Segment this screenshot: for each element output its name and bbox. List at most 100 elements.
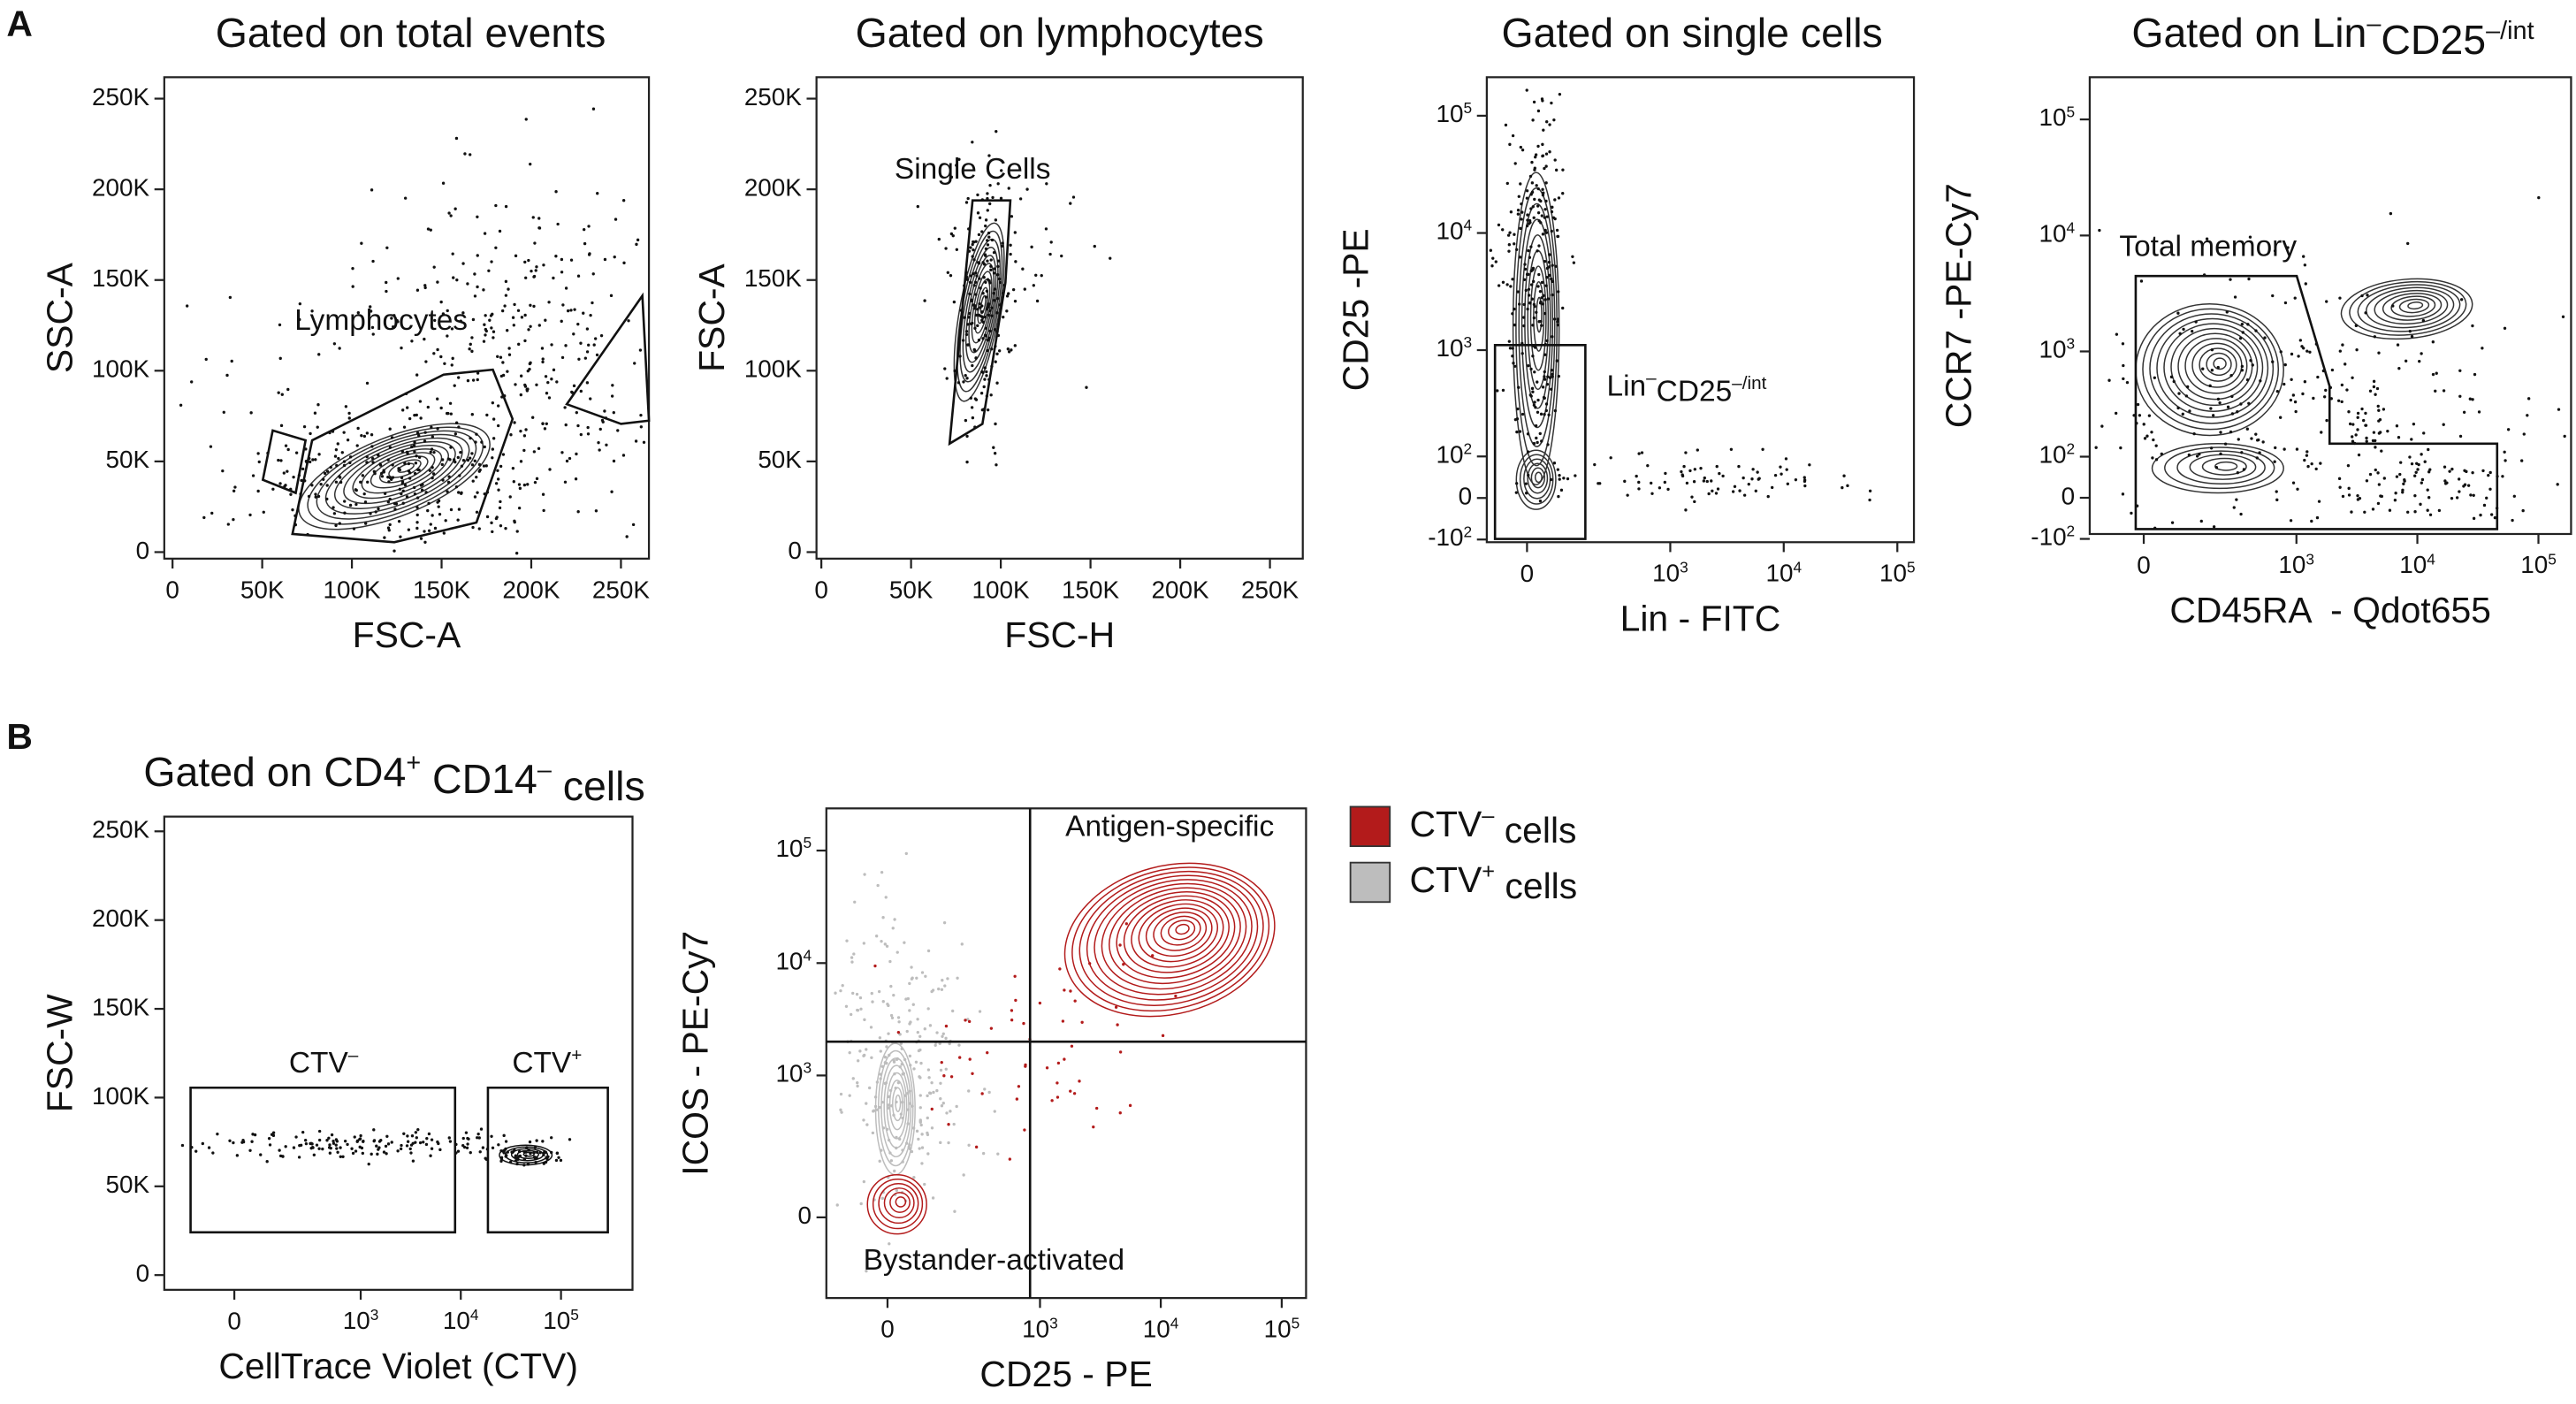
event-dot [469,342,472,347]
event-dot [1000,244,1004,248]
event-dot [461,262,465,265]
event-dot [491,530,494,534]
event-dot [2350,510,2353,514]
y-tick-label: 105 [2039,103,2076,132]
event-dot [292,476,295,479]
event-dot [225,373,229,378]
event-dot [915,976,918,980]
event-dot [413,413,416,417]
event-dot [568,1138,572,1141]
event-dot [415,496,420,500]
event-dot [990,314,994,317]
event-dot [316,403,320,407]
event-dot [1048,252,1052,256]
event-dot [1542,191,1545,195]
event-dot [2391,304,2395,308]
event-dot [983,333,987,337]
event-dot [585,381,590,385]
event-dot [532,275,536,279]
event-dot [1566,477,1570,481]
event-dot [2324,388,2328,393]
text-segment: 10 [1437,441,1464,469]
event-dot [359,480,362,484]
event-dot [1699,466,1703,470]
event-dot [948,1042,951,1046]
event-dot [569,258,574,262]
event-dot [2488,487,2492,491]
x-axis-label: CellTrace Violet (CTV) [218,1346,578,1386]
event-dot [844,1004,849,1008]
x-tick-label: 104 [1143,1314,1179,1343]
event-dot [2305,349,2309,353]
event-dot [392,549,396,553]
event-dot [289,492,293,496]
gate [291,368,514,544]
event-dot [501,361,505,364]
event-dot [1490,264,1494,268]
event-dot [556,222,560,226]
event-dot [1558,477,1561,481]
panel [806,76,1304,569]
event-dot [323,471,327,476]
contour [1094,879,1253,996]
event-dot [949,232,954,236]
event-dot [559,1158,563,1163]
event-dot [1021,267,1025,271]
event-dot [415,526,419,530]
event-dot [2187,453,2191,457]
event-dot [1536,398,1540,402]
event-dot [1529,193,1533,196]
event-dot [400,449,404,454]
event-dot [2261,440,2265,444]
event-dot [506,370,509,373]
event-dot [992,446,995,449]
event-dot [1548,376,1552,379]
event-dot [2219,452,2222,455]
event-dot [534,1160,537,1164]
event-dot [2312,396,2315,401]
event-dot [498,506,502,510]
event-dot [527,1148,530,1152]
event-dot [1543,208,1547,211]
event-dot [430,1147,434,1150]
event-dot [2291,393,2296,397]
event-dot [470,463,475,467]
event-dot [926,1152,930,1156]
event-dot [429,450,432,454]
event-dot [972,284,976,287]
event-dot [485,515,490,519]
event-dot [916,1030,919,1034]
contour [964,255,997,363]
event-dot [969,396,972,400]
event-dot [2216,397,2221,401]
event-dot [988,281,992,285]
event-dot [585,327,590,331]
event-dot [1548,265,1551,269]
x-tick-label: 0 [880,1316,895,1343]
event-dot [494,246,498,249]
event-dot [2290,378,2293,381]
event-dot [978,301,981,306]
event-dot [980,310,984,314]
text-segment: 10 [1765,560,1793,587]
event-dot [516,1157,520,1161]
event-dot [1534,423,1538,428]
contour [2398,298,2430,314]
contour [2199,347,2237,382]
text-segment: cells [1494,810,1576,851]
event-dot [885,944,889,948]
event-dot [329,465,332,469]
event-dot [2273,249,2277,253]
event-dot [470,452,474,455]
event-dot [955,248,959,251]
text-segment: CD25 [2381,17,2486,63]
event-dot [2519,459,2524,462]
event-dot [1559,488,1564,492]
event-dot [473,294,477,298]
event-dot [914,1060,918,1064]
event-dot [1527,364,1530,368]
event-dot [1557,290,1560,294]
event-dot [1013,231,1017,234]
event-dot [538,1150,542,1155]
event-dot [513,519,516,523]
